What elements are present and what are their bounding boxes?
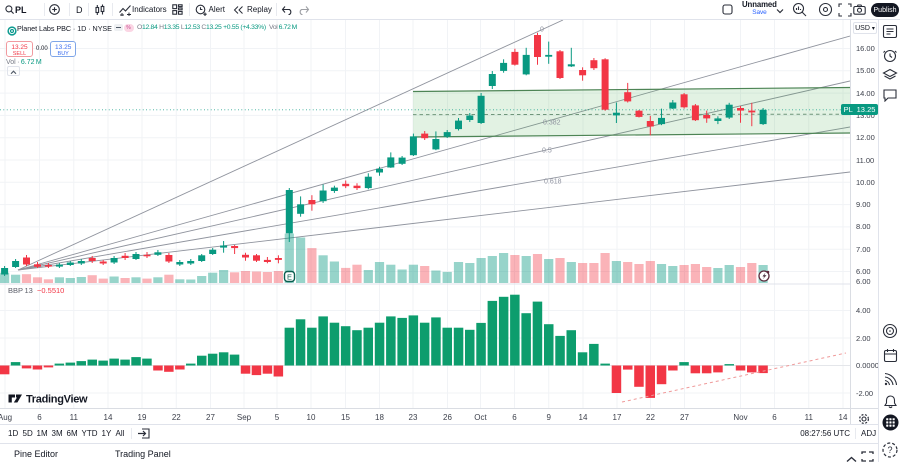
svg-text:0.5: 0.5 [542, 148, 552, 155]
svg-text:0: 0 [540, 27, 544, 34]
svg-text:0.382: 0.382 [543, 120, 561, 127]
svg-text:0.618: 0.618 [544, 179, 562, 186]
svg-text:?: ? [887, 445, 892, 455]
svg-text:TradingView: TradingView [26, 394, 88, 406]
svg-text:E: E [287, 273, 292, 282]
